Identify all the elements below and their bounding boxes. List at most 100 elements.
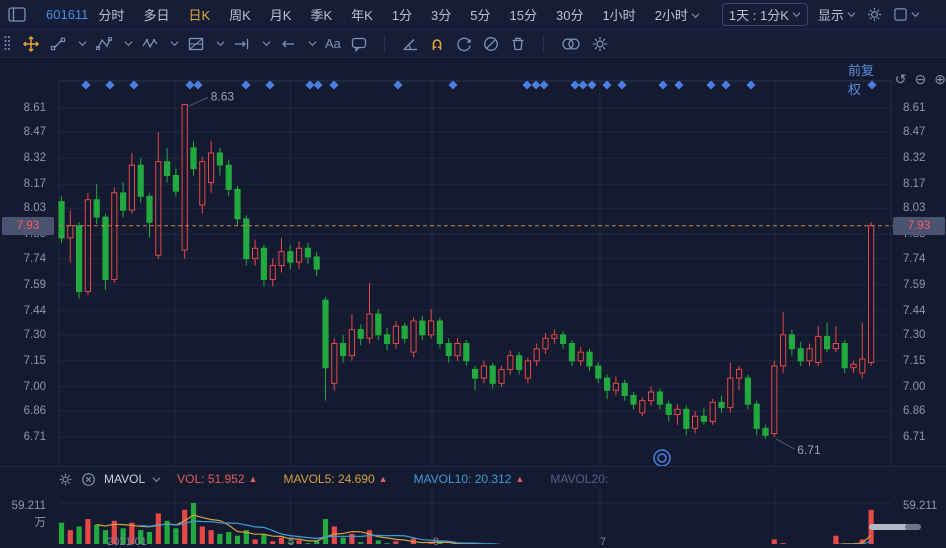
chevron-down-icon xyxy=(847,10,856,19)
layout-select-button[interactable] xyxy=(893,7,920,22)
price-tick: 8.61 xyxy=(24,100,46,116)
price-tick: 7.15 xyxy=(903,353,925,369)
mavol5-label: MAVOL5: xyxy=(283,472,334,486)
svg-text:6.71: 6.71 xyxy=(797,443,821,457)
price-tick: 8.32 xyxy=(24,150,46,166)
tab-分时[interactable]: 分时 xyxy=(98,5,124,24)
trendline-tool-icon[interactable] xyxy=(48,34,68,54)
zoom-in-icon[interactable]: ⊕ xyxy=(934,72,946,86)
tab-季K[interactable]: 季K xyxy=(310,5,332,24)
delete-drawings-tool-icon[interactable] xyxy=(508,34,528,54)
chevron-down-icon xyxy=(911,10,920,19)
settings-tool-icon[interactable] xyxy=(590,34,610,54)
price-tick: 7.44 xyxy=(24,303,46,319)
forward-adjust-button[interactable]: 前复权 xyxy=(848,60,887,98)
price-tick: 8.03 xyxy=(24,200,46,216)
stock-symbol[interactable]: 601611 xyxy=(46,7,88,22)
mavol5-value: 24.690 xyxy=(338,472,375,486)
fib-box-tool-icon[interactable] xyxy=(186,34,206,54)
price-tick: 6.86 xyxy=(24,403,46,419)
arrow-left-tool-icon[interactable] xyxy=(278,34,298,54)
price-tick: 7.59 xyxy=(903,277,925,293)
price-tick: 8.03 xyxy=(903,200,925,216)
tab-月K[interactable]: 月K xyxy=(270,5,292,24)
wave-tool-icon[interactable] xyxy=(140,34,160,54)
tab-30分[interactable]: 30分 xyxy=(556,5,583,24)
up-triangle-icon: ▲ xyxy=(249,474,258,484)
multi-period-combo[interactable]: 1天 : 1分K xyxy=(722,3,808,26)
chevron-down-icon[interactable] xyxy=(124,39,133,48)
price-tick: 7.74 xyxy=(903,251,925,267)
mavol20-label: MAVOL20: xyxy=(550,472,608,486)
chevron-down-icon[interactable] xyxy=(170,39,179,48)
tab-1小时[interactable]: 1小时 xyxy=(602,5,635,24)
price-tick: 8.17 xyxy=(24,176,46,192)
tab-日K[interactable]: 日K xyxy=(188,5,210,24)
undo-icon[interactable]: ↺ xyxy=(895,72,907,86)
tab-3分[interactable]: 3分 xyxy=(431,5,451,24)
price-tick: 7.00 xyxy=(24,379,46,395)
chevron-down-icon[interactable] xyxy=(308,39,317,48)
price-tick: 8.61 xyxy=(903,100,925,116)
volume-axis-max: 59.211 xyxy=(903,500,937,512)
chevron-down-icon[interactable] xyxy=(262,39,271,48)
zoom-out-icon[interactable]: ⊖ xyxy=(915,72,927,86)
tab-5分[interactable]: 5分 xyxy=(470,5,490,24)
price-tick: 8.47 xyxy=(24,124,46,140)
horizontal-scrollbar[interactable] xyxy=(869,524,909,530)
chevron-down-icon[interactable] xyxy=(152,475,161,484)
drag-handle-icon[interactable] xyxy=(2,33,12,55)
price-tick: 8.17 xyxy=(903,176,925,192)
angle-tool-icon[interactable] xyxy=(400,34,420,54)
chart-settings-gear-icon[interactable] xyxy=(866,6,883,23)
candlestick-plot[interactable]: 8.636.71 xyxy=(0,57,946,466)
price-tick: 7.74 xyxy=(24,251,46,267)
current-price-tag: 7.93 xyxy=(2,217,54,235)
tab-2小时[interactable]: 2小时 xyxy=(655,5,700,24)
price-tick: 7.15 xyxy=(24,353,46,369)
chevron-down-icon[interactable] xyxy=(78,39,87,48)
vol-value: 51.952 xyxy=(208,472,245,486)
polygon-tool-icon[interactable] xyxy=(94,34,114,54)
hide-drawings-tool-icon[interactable] xyxy=(481,34,501,54)
drawing-toolbar: Aa xyxy=(0,30,946,58)
mavol10-label: MAVOL10: xyxy=(414,472,472,486)
price-tick: 8.47 xyxy=(903,124,925,140)
tab-年K[interactable]: 年K xyxy=(351,5,373,24)
current-price-tag: 7.93 xyxy=(893,217,945,235)
display-menu-button[interactable]: 显示 xyxy=(818,5,856,24)
up-triangle-icon: ▲ xyxy=(379,474,388,484)
chevron-down-icon[interactable] xyxy=(216,39,225,48)
text-tool-icon[interactable]: Aa xyxy=(324,35,342,52)
up-triangle-icon: ▲ xyxy=(515,474,524,484)
price-tick: 7.59 xyxy=(24,277,46,293)
vol-label: VOL: xyxy=(177,472,204,486)
price-tick: 6.71 xyxy=(903,429,925,445)
tab-15分[interactable]: 15分 xyxy=(510,5,537,24)
layout-icon[interactable] xyxy=(8,7,26,22)
indicator-close-icon[interactable] xyxy=(81,472,96,487)
move-tool-icon[interactable] xyxy=(21,34,41,54)
mavol10-value: 20.312 xyxy=(475,472,512,486)
indicator-name[interactable]: MAVOL xyxy=(104,472,145,486)
tab-多日[interactable]: 多日 xyxy=(143,5,169,24)
continuous-draw-tool-icon[interactable] xyxy=(454,34,474,54)
price-tick: 8.32 xyxy=(903,150,925,166)
magnet-tool-icon[interactable] xyxy=(427,34,447,54)
date-tick: 7 xyxy=(600,536,606,548)
divider xyxy=(543,37,544,51)
period-tabs: 分时多日日K 周K 月K 季K 年K 1分 3分 5分 15分 30分 1小时 2小时 xyxy=(98,5,700,24)
extend-line-tool-icon[interactable] xyxy=(232,34,252,54)
tab-1分[interactable]: 1分 xyxy=(392,5,412,24)
price-tick: 7.30 xyxy=(24,327,46,343)
tab-周K[interactable]: 周K xyxy=(229,5,251,24)
volume-axis-max: 59.211 xyxy=(12,500,46,512)
indicator-gear-icon[interactable] xyxy=(58,472,73,487)
overlay-circles-tool-icon[interactable] xyxy=(559,34,583,54)
divider xyxy=(384,37,385,51)
chevron-down-icon xyxy=(792,10,801,19)
multi-period-label: 1天 : 1分K xyxy=(729,5,789,24)
comment-tool-icon[interactable] xyxy=(349,34,369,54)
display-label: 显示 xyxy=(818,5,844,24)
